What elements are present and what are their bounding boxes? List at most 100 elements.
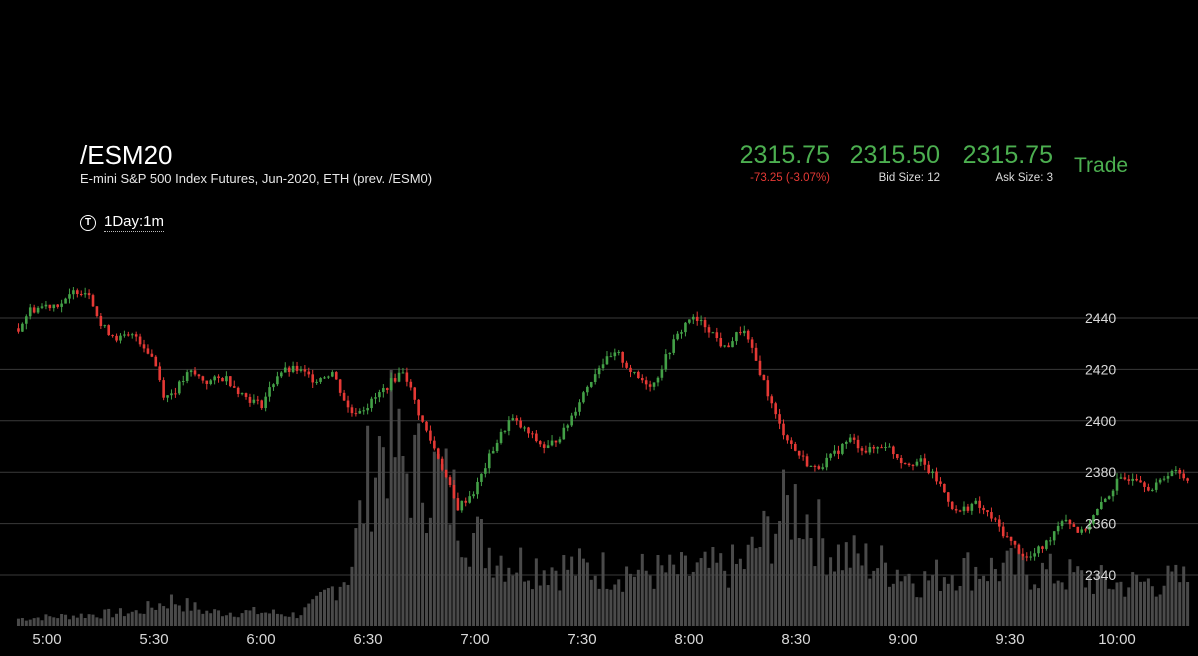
volume-bar [307,603,311,626]
volume-bar [809,538,813,626]
volume-bar [389,370,393,626]
volume-bar [970,590,974,626]
candle-body [276,376,279,385]
volume-bar [1080,570,1084,626]
time-icon: T [80,214,96,231]
candle-body [421,415,424,422]
volume-bar [205,610,209,626]
volume-bar [79,613,83,626]
candle-body [417,399,420,416]
candle-body [56,304,59,307]
interval-selector[interactable]: T 1Day:1m [80,213,165,232]
candle-body [841,443,844,454]
interval-label[interactable]: 1Day:1m [104,213,165,232]
candle-body [448,477,452,485]
volume-bar [703,551,707,626]
candle-body [676,333,679,340]
x-tick-label: 8:00 [674,631,703,648]
volume-bar [644,570,648,626]
volume-bar [1068,559,1072,626]
candle-body [837,450,840,454]
candle-body [1084,529,1087,531]
candle-body [688,319,691,323]
candle-body [221,377,224,382]
volume-bar [1091,593,1095,626]
bid-price[interactable]: 2315.50 [849,141,940,169]
candle-body [1166,476,1170,479]
volume-bar [232,616,236,626]
x-tick-label: 9:00 [888,631,917,648]
last-price: 2315.75 [739,141,830,169]
candle-body [154,356,158,367]
candle-body [1096,508,1099,516]
candle-body [327,376,330,378]
candle-body [754,347,758,361]
volume-bar [1131,572,1135,626]
volume-bar [935,559,939,626]
volume-bar [1017,549,1021,626]
candle-body [637,371,640,379]
volume-bar [636,569,640,626]
candle-body [280,372,283,377]
volume-bar [1174,564,1178,626]
volume-bar [880,545,884,626]
volume-bar [605,588,609,626]
volume-bar [154,609,158,626]
candle-body [366,408,369,411]
volume-bar [629,573,633,626]
candle-body [668,352,672,355]
candle-body [401,372,405,374]
volume-bar [899,581,903,626]
candle-body [130,334,134,336]
volume-bar [377,436,381,626]
volume-bar [311,599,315,626]
candle-body [523,427,526,429]
volume-bar [938,590,942,626]
volume-bar [750,536,754,626]
bid-block[interactable]: 2315.50 Bid Size: 12 [838,140,940,184]
volume-bar [534,558,538,626]
candle-body [1127,479,1131,481]
volume-bar [1088,576,1092,626]
volume-bar [64,614,68,626]
volume-bar [209,613,213,626]
candle-body [185,372,189,382]
candle-body [680,332,683,334]
candle-body [382,388,385,393]
volume-bar [833,571,837,626]
candle-body [362,410,366,412]
volume-bar [978,578,982,626]
candle-body [939,481,942,484]
ask-price[interactable]: 2315.75 [962,141,1053,169]
volume-bar [962,558,966,626]
volume-bar [240,613,244,626]
volume-bar [589,579,593,626]
candle-body [597,368,601,375]
volume-bar [346,584,350,626]
candle-body [1021,553,1025,557]
candle-body [123,334,126,336]
ask-block[interactable]: 2315.75 Ask Size: 3 [948,140,1053,184]
candle-body [1147,486,1150,491]
volume-bar [366,425,370,626]
candle-body [209,380,213,384]
volume-bar [884,562,888,626]
candle-body [570,415,573,426]
candle-body [1107,496,1111,499]
x-tick-label: 5:30 [139,631,168,648]
trade-button[interactable]: Trade [1074,154,1129,177]
volume-bar [338,586,342,626]
candle-body [852,437,856,440]
volume-bar [350,566,354,626]
volume-bar [326,588,330,626]
candle-body [856,439,860,449]
volume-bar [107,608,111,626]
volume-bar [942,577,946,626]
candle-body [260,400,264,409]
candle-body [519,420,522,428]
candle-body [1088,523,1091,531]
candle-body [315,381,318,383]
volume-bar [774,533,778,626]
candle-body [1049,540,1052,542]
